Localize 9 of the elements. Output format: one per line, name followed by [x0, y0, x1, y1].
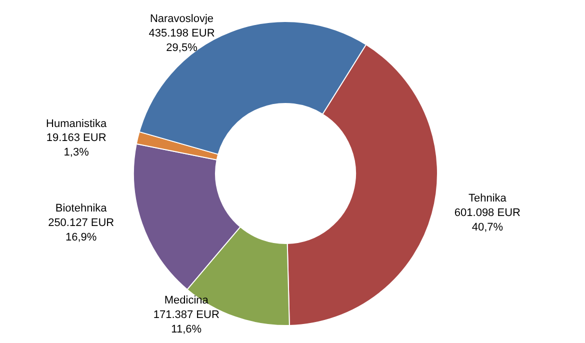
data-label: 250.127 EUR 16,9%	[48, 216, 114, 244]
slice-label: Tehnika	[468, 192, 508, 205]
data-label: 601.098 EUR 40,7%	[454, 206, 521, 234]
data-label: 19.163 EUR 1,3%	[46, 132, 106, 159]
data-label: 435.198 EUR 29,5%	[148, 28, 215, 54]
slice-label: Biotehnika	[55, 202, 108, 215]
slice-label: Naravoslovje	[150, 13, 214, 26]
slice-label: Humanistika	[46, 118, 108, 130]
data-label: 171.387 EUR 11,6%	[153, 308, 220, 336]
